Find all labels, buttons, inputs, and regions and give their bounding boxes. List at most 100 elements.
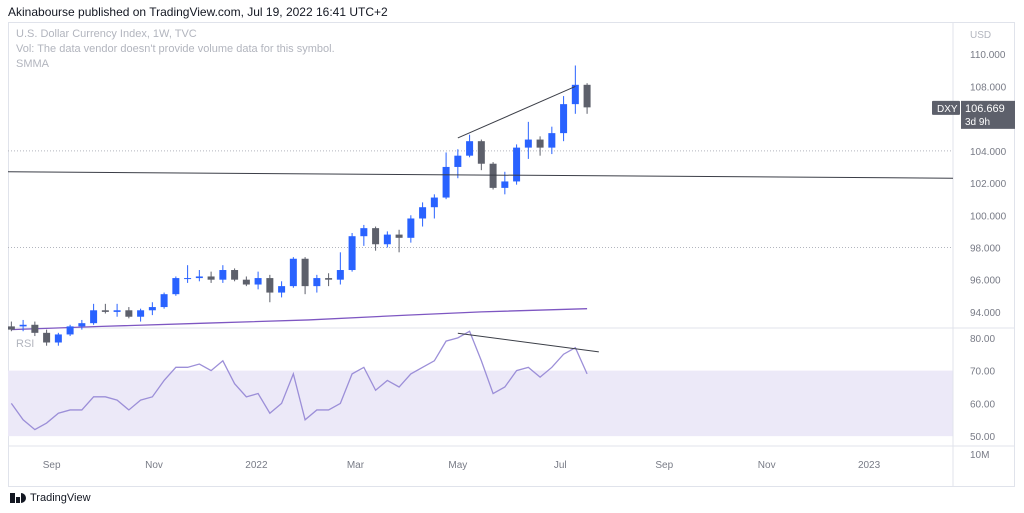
candle bbox=[219, 265, 227, 283]
rsi-band bbox=[8, 370, 953, 437]
candle bbox=[407, 215, 415, 243]
volume-scale-label: 10M bbox=[970, 450, 989, 461]
price-tick-label: 110.000 bbox=[970, 50, 1006, 61]
candle-body bbox=[372, 228, 380, 245]
candle-body bbox=[43, 332, 51, 343]
candle-body bbox=[148, 307, 156, 311]
candle-body bbox=[160, 294, 168, 308]
candle-body bbox=[336, 270, 344, 280]
price-tick-label: 94.000 bbox=[970, 308, 1001, 319]
candle bbox=[583, 83, 591, 114]
candle-body bbox=[242, 279, 250, 285]
rsi-tick-label: 50.00 bbox=[970, 432, 995, 443]
candle bbox=[148, 302, 156, 316]
candle-body bbox=[195, 276, 203, 279]
time-tick-label: Jul bbox=[554, 460, 567, 471]
chart-area[interactable]: USD 94.000 96.000 98.000 100.000 102.000 104.0… bbox=[8, 22, 1015, 487]
candle-body bbox=[325, 278, 333, 280]
candle-body bbox=[125, 310, 133, 317]
rsi-trendline bbox=[457, 332, 599, 353]
candle-body bbox=[513, 147, 521, 182]
candle bbox=[137, 308, 145, 322]
candle bbox=[125, 307, 133, 319]
candle bbox=[254, 271, 262, 290]
candle bbox=[301, 257, 309, 295]
chart-frame bbox=[8, 22, 1015, 487]
candle-body bbox=[348, 236, 356, 271]
candle bbox=[101, 303, 109, 314]
time-tick-label: Sep bbox=[655, 460, 673, 471]
candle-body bbox=[207, 276, 215, 280]
price-tick-label: 102.000 bbox=[970, 179, 1007, 190]
candle-body bbox=[184, 278, 192, 280]
footer-brand[interactable]: TradingView bbox=[10, 492, 91, 504]
rsi-tick-label: 70.00 bbox=[970, 367, 995, 378]
candle bbox=[289, 257, 297, 288]
candle bbox=[336, 252, 344, 285]
candle-body bbox=[430, 197, 438, 208]
candle-body bbox=[231, 270, 239, 280]
candle-body bbox=[548, 133, 556, 148]
candle bbox=[43, 329, 51, 346]
candle-body bbox=[101, 310, 109, 312]
candle bbox=[231, 268, 239, 282]
candle bbox=[66, 324, 74, 337]
candle-body bbox=[583, 84, 591, 108]
candle bbox=[548, 126, 556, 155]
rsi-line bbox=[10, 330, 588, 431]
candle-body bbox=[254, 278, 262, 285]
currency-label: USD bbox=[970, 30, 991, 41]
candle bbox=[160, 292, 168, 309]
candle-body bbox=[536, 139, 544, 148]
legend-symbol: U.S. Dollar Currency Index, 1W, TVC bbox=[16, 28, 197, 40]
candle-body bbox=[383, 234, 391, 245]
candle bbox=[513, 144, 521, 185]
grid-lines bbox=[8, 22, 1015, 487]
candle-body bbox=[266, 278, 274, 293]
time-axis: Sep Nov 2022 Mar May Jul Sep Nov 2023 bbox=[43, 460, 881, 471]
last-price-badge bbox=[961, 100, 1015, 129]
candle-body bbox=[113, 310, 121, 312]
candle bbox=[172, 276, 180, 296]
candle bbox=[19, 319, 27, 332]
candle-body bbox=[90, 310, 98, 324]
trendlines-layer bbox=[8, 85, 954, 179]
price-tick-label: 96.000 bbox=[970, 276, 1001, 287]
candle-body bbox=[477, 141, 485, 164]
rsi-layer bbox=[10, 330, 599, 431]
candle bbox=[372, 226, 380, 251]
candle bbox=[54, 332, 62, 346]
candle bbox=[266, 274, 274, 303]
candle-body bbox=[419, 207, 427, 219]
candle-body bbox=[442, 166, 450, 198]
candle bbox=[489, 162, 497, 190]
time-tick-label: 2022 bbox=[245, 460, 268, 471]
smma-layer bbox=[11, 308, 588, 331]
candle bbox=[560, 96, 568, 142]
candle bbox=[313, 274, 321, 293]
candle bbox=[536, 136, 544, 156]
ticker-label: DXY bbox=[937, 104, 958, 115]
candle bbox=[524, 121, 532, 159]
candle bbox=[442, 152, 450, 200]
time-tick-label: May bbox=[448, 460, 467, 471]
candle bbox=[90, 303, 98, 325]
candle bbox=[195, 270, 203, 282]
candle bbox=[571, 65, 579, 114]
smma-line bbox=[11, 308, 588, 331]
candle-body bbox=[313, 278, 321, 287]
candle-body bbox=[8, 326, 15, 330]
candle-body bbox=[78, 323, 86, 327]
candle-body bbox=[571, 84, 579, 105]
time-tick-label: Nov bbox=[145, 460, 163, 471]
price-tick-label: 108.000 bbox=[970, 82, 1007, 93]
rsi-band-fill bbox=[8, 370, 953, 437]
price-axis: USD 94.000 96.000 98.000 100.000 102.000 104.0… bbox=[932, 30, 1015, 461]
candle bbox=[207, 271, 215, 283]
candle bbox=[466, 134, 474, 158]
trendline bbox=[8, 171, 954, 179]
candle-body bbox=[54, 334, 62, 343]
time-tick-label: Mar bbox=[347, 460, 365, 471]
tradingview-logo-icon bbox=[10, 493, 26, 503]
candle bbox=[348, 232, 356, 272]
